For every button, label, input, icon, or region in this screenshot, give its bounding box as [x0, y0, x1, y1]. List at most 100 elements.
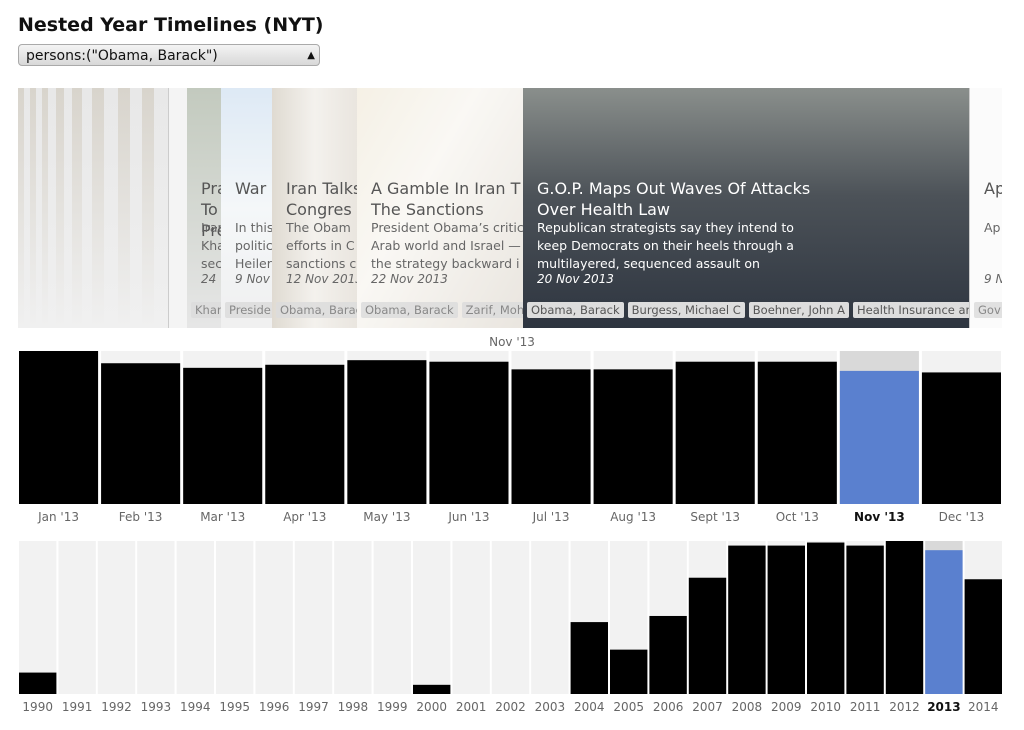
bar-background [688, 541, 727, 694]
date: 9 N [984, 272, 1002, 286]
x-tick-label: 1993 [141, 700, 172, 714]
summary-line: Kha [201, 238, 221, 253]
arrows: ▲ [307, 50, 315, 61]
summary-line: sanctions c [286, 256, 357, 271]
bar-background [347, 351, 427, 504]
bar [767, 545, 805, 694]
bar [807, 542, 845, 694]
x-tick-label: Nov '13 [854, 510, 905, 524]
x-tick-label: 2007 [692, 700, 723, 714]
date: 24 [201, 272, 217, 286]
bar [593, 369, 673, 504]
card-sliver [154, 88, 169, 328]
tags: Gov [974, 302, 1002, 318]
x-tick-label: 1994 [180, 700, 211, 714]
headline: G.O.P. Maps Out Waves Of Attacks Over Hea… [537, 178, 810, 220]
card-overlay [221, 88, 272, 328]
month-caption: Nov '13 [489, 335, 535, 349]
bar-background [570, 541, 608, 694]
tags: Obama, Barac [276, 302, 357, 318]
x-tick-label: 1991 [62, 700, 93, 714]
summary-line: multilayered, sequenced assault on [537, 256, 760, 271]
date: 9 Nov [235, 272, 270, 286]
x-tick-label: 2005 [613, 700, 644, 714]
bar [846, 545, 884, 694]
summary-line: Irar [201, 220, 222, 235]
summary: In this politic Heiler [235, 219, 273, 273]
bar [610, 649, 648, 694]
summary-line: politic [235, 238, 273, 253]
headline-line: The Sanctions [371, 200, 484, 219]
card: Iran Talks Congres The Obam efforts in C san… [272, 88, 358, 328]
bar-background [334, 541, 372, 694]
date: 22 Nov 2013 [371, 272, 448, 286]
x-tick-label: May '13 [363, 510, 410, 524]
bar-background [97, 541, 136, 694]
bar [511, 369, 591, 504]
summary-line: efforts in C [286, 238, 355, 253]
bar-background [728, 541, 766, 694]
bar-background [839, 351, 919, 504]
tags: Preside [225, 302, 272, 318]
date: 20 Nov 2013 [537, 272, 614, 286]
bar [921, 372, 1001, 504]
headline-line: To [201, 200, 218, 219]
x-tick-label: 2000 [416, 700, 447, 714]
bar-background [137, 541, 175, 694]
selector-value: persons:("Obama, Barack") [26, 48, 218, 64]
card-overlay [357, 88, 523, 328]
bar-background [373, 541, 411, 694]
summary-line: President Obama’s critic [371, 220, 524, 235]
card-overlay [187, 88, 221, 328]
x-tick-label: 1997 [298, 700, 329, 714]
headline: Ap [984, 178, 1002, 199]
summary: The Obam efforts in C sanctions c [286, 219, 356, 273]
headline-line: Pra [201, 179, 221, 198]
summary: Republican strategists say they intend t… [537, 219, 794, 273]
headline-line: Over Health Law [537, 200, 670, 219]
bar-background [846, 541, 884, 694]
tags: Khar [191, 302, 221, 318]
title: Nested Year Timelines (NYT) [18, 14, 324, 36]
summary: Irar Kha sec [201, 219, 222, 273]
x-tick-label: 1992 [101, 700, 132, 714]
x-tick-label: 1998 [338, 700, 369, 714]
x-tick-label: Jan '13 [37, 510, 79, 524]
headline: War [235, 178, 266, 199]
headline-line: G.O.P. Maps Out Waves Of Attacks [537, 179, 811, 198]
x-tick-label: 2014 [968, 700, 999, 714]
tag: Preside [225, 302, 272, 318]
selector[interactable]: persons:("Obama, Barack") ▲ [18, 44, 320, 66]
x-tick-label: 2010 [810, 700, 841, 714]
bar [19, 351, 99, 504]
summary-line: sec [201, 256, 222, 271]
bar-background [183, 351, 263, 504]
card: G.O.P. Maps Out Waves Of Attacks Over Hea… [523, 88, 970, 328]
bar [675, 361, 755, 504]
x-tick-label: 1995 [219, 700, 250, 714]
bar-background [964, 541, 1002, 694]
bar-background [19, 351, 99, 504]
headline-line: Ap [984, 179, 1002, 198]
x-tick-label: 1999 [377, 700, 408, 714]
x-tick-label: Feb '13 [119, 510, 163, 524]
headline-line: War [235, 179, 267, 198]
card: Ap Ap 9 N Gov [970, 88, 1002, 328]
tag: Obama, Barack [361, 302, 458, 318]
tags: Obama, Barack Burgess, Michael C Boehner, … [527, 302, 969, 318]
bar-background [921, 351, 1001, 504]
card-sliver [104, 88, 119, 328]
bar [19, 672, 57, 694]
bar-background [216, 541, 254, 694]
bar [265, 364, 345, 504]
x-tick-label: Oct '13 [776, 510, 819, 524]
bar-background [491, 541, 530, 694]
x-tick-label: Apr '13 [283, 510, 326, 524]
tag: Obama, Barack [527, 302, 624, 318]
x-tick-label: 2002 [495, 700, 526, 714]
summary-line: Ap [984, 220, 1001, 235]
card: War In this politic Heiler 9 Nov Preside [221, 88, 273, 328]
